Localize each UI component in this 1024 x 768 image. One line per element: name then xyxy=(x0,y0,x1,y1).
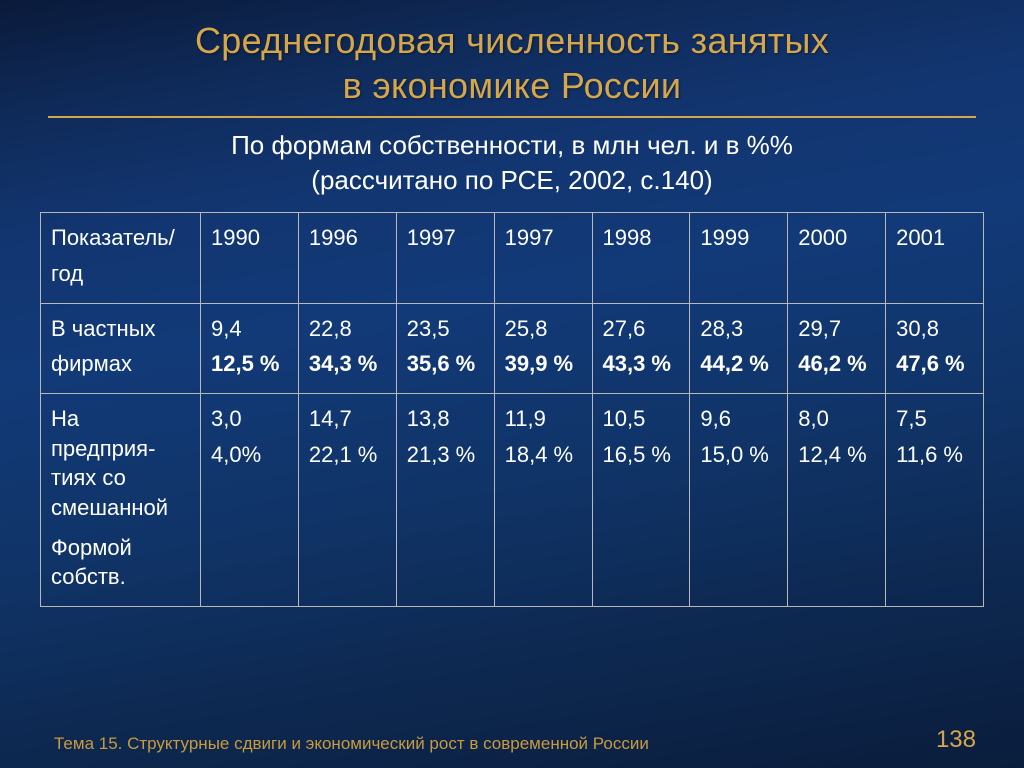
value-abs: 28,3 xyxy=(700,314,779,344)
table-header-row: Показатель/ год 1990 1996 1997 1997 1998… xyxy=(41,213,984,303)
year-cell: 1997 xyxy=(494,213,592,303)
year: 2000 xyxy=(798,225,847,250)
value-pct: 16,5 % xyxy=(603,440,682,470)
row-label-l3: тиях со xyxy=(51,463,192,493)
title-line-1: Среднегодовая численность занятых xyxy=(195,20,829,61)
row-label-l1: На xyxy=(51,404,192,434)
data-cell: 27,6 43,3 % xyxy=(592,303,690,393)
value-abs: 9,4 xyxy=(211,314,290,344)
row-label-cell: На предприя- тиях со смешанной Формой со… xyxy=(41,393,201,606)
data-cell: 9,4 12,5 % xyxy=(201,303,299,393)
title-underline xyxy=(48,116,976,118)
value-pct: 21,3 % xyxy=(407,440,486,470)
slide-title: Среднегодовая численность занятых в экон… xyxy=(0,0,1024,108)
year-cell: 1997 xyxy=(396,213,494,303)
value-pct: 34,3 % xyxy=(309,349,388,379)
page-number: 138 xyxy=(936,726,976,754)
year-cell: 2000 xyxy=(788,213,886,303)
row-private-firms: В частных фирмах 9,4 12,5 % 22,8 34,3 % 23… xyxy=(41,303,984,393)
row-label-bot: фирмах xyxy=(51,349,192,379)
data-cell: 23,5 35,6 % xyxy=(396,303,494,393)
row-label-l4: смешанной xyxy=(51,493,192,523)
year-cell: 1998 xyxy=(592,213,690,303)
value-pct: 43,3 % xyxy=(603,349,682,379)
row-label-cell: В частных фирмах xyxy=(41,303,201,393)
header-label-cell: Показатель/ год xyxy=(41,213,201,303)
value-abs: 8,0 xyxy=(798,404,877,434)
data-table: Показатель/ год 1990 1996 1997 1997 1998… xyxy=(40,212,984,607)
year: 1997 xyxy=(407,225,456,250)
year: 1997 xyxy=(505,225,554,250)
data-cell: 11,9 18,4 % xyxy=(494,393,592,606)
value-abs: 14,7 xyxy=(309,404,388,434)
subtitle-line-1: По формам собственности, в млн чел. и в … xyxy=(231,130,793,160)
year-cell: 1996 xyxy=(298,213,396,303)
title-line-2: в экономике России xyxy=(343,65,682,106)
value-pct: 39,9 % xyxy=(505,349,584,379)
data-cell: 7,5 11,6 % xyxy=(886,393,984,606)
slide-subtitle: По формам собственности, в млн чел. и в … xyxy=(0,128,1024,198)
value-pct: 12,5 % xyxy=(211,349,290,379)
value-pct: 22,1 % xyxy=(309,440,388,470)
value-pct: 4,0% xyxy=(211,440,290,470)
data-cell: 10,5 16,5 % xyxy=(592,393,690,606)
value-abs: 3,0 xyxy=(211,404,290,434)
value-pct: 47,6 % xyxy=(896,349,975,379)
row-label-l6: собств. xyxy=(51,562,192,592)
value-abs: 13,8 xyxy=(407,404,486,434)
value-abs: 25,8 xyxy=(505,314,584,344)
value-abs: 10,5 xyxy=(603,404,682,434)
value-pct: 44,2 % xyxy=(700,349,779,379)
row-label-l5: Формой xyxy=(51,533,192,563)
header-label-bot: год xyxy=(51,259,192,289)
row-label-l2: предприя- xyxy=(51,434,192,464)
year: 2001 xyxy=(896,225,945,250)
footer-text: Тема 15. Структурные сдвиги и экономичес… xyxy=(54,734,649,754)
value-pct: 46,2 % xyxy=(798,349,877,379)
value-pct: 35,6 % xyxy=(407,349,486,379)
data-cell: 13,8 21,3 % xyxy=(396,393,494,606)
data-cell: 28,3 44,2 % xyxy=(690,303,788,393)
data-cell: 9,6 15,0 % xyxy=(690,393,788,606)
header-label-top: Показатель/ xyxy=(51,223,192,253)
year: 1998 xyxy=(603,225,652,250)
year-cell: 2001 xyxy=(886,213,984,303)
value-abs: 29,7 xyxy=(798,314,877,344)
year: 1996 xyxy=(309,225,358,250)
value-abs: 23,5 xyxy=(407,314,486,344)
year-cell: 1990 xyxy=(201,213,299,303)
data-cell: 29,7 46,2 % xyxy=(788,303,886,393)
value-pct: 11,6 % xyxy=(896,440,975,470)
slide-footer: Тема 15. Структурные сдвиги и экономичес… xyxy=(0,726,1024,754)
value-pct: 12,4 % xyxy=(798,440,877,470)
data-cell: 30,8 47,6 % xyxy=(886,303,984,393)
value-abs: 9,6 xyxy=(700,404,779,434)
year: 1999 xyxy=(700,225,749,250)
value-pct: 18,4 % xyxy=(505,440,584,470)
year: 1990 xyxy=(211,225,260,250)
subtitle-line-2: (рассчитано по РСЕ, 2002, с.140) xyxy=(311,165,712,195)
value-abs: 11,9 xyxy=(505,404,584,434)
row-label-top: В частных xyxy=(51,314,192,344)
value-abs: 27,6 xyxy=(603,314,682,344)
value-abs: 30,8 xyxy=(896,314,975,344)
data-cell: 25,8 39,9 % xyxy=(494,303,592,393)
data-cell: 3,0 4,0% xyxy=(201,393,299,606)
value-abs: 7,5 xyxy=(896,404,975,434)
year-cell: 1999 xyxy=(690,213,788,303)
slide: Среднегодовая численность занятых в экон… xyxy=(0,0,1024,768)
row-mixed-ownership: На предприя- тиях со смешанной Формой со… xyxy=(41,393,984,606)
data-cell: 8,0 12,4 % xyxy=(788,393,886,606)
data-cell: 22,8 34,3 % xyxy=(298,303,396,393)
data-cell: 14,7 22,1 % xyxy=(298,393,396,606)
value-abs: 22,8 xyxy=(309,314,388,344)
value-pct: 15,0 % xyxy=(700,440,779,470)
table-wrapper: Показатель/ год 1990 1996 1997 1997 1998… xyxy=(40,212,984,607)
